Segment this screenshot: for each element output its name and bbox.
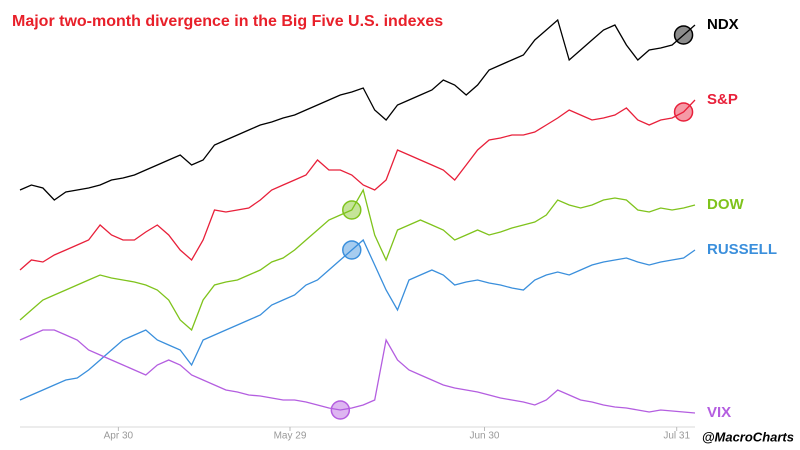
x-tick-label: Jul 31 bbox=[663, 431, 690, 442]
series-line bbox=[19, 238, 696, 401]
highlight-marker bbox=[330, 400, 351, 420]
legend-label: S&P bbox=[707, 91, 738, 108]
legend-label: DOW bbox=[707, 196, 745, 213]
x-tick-label: Jun 30 bbox=[469, 431, 499, 442]
x-tick-label: Apr 30 bbox=[104, 431, 134, 442]
series-line bbox=[19, 18, 696, 201]
series-line bbox=[19, 99, 696, 271]
legend-label: RUSSELL bbox=[707, 241, 777, 258]
chart-title: Major two-month divergence in the Big Fi… bbox=[12, 13, 443, 30]
highlight-marker bbox=[342, 240, 362, 260]
series-line bbox=[19, 188, 696, 332]
legend-label: VIX bbox=[707, 404, 731, 421]
credit: @MacroCharts bbox=[702, 429, 794, 444]
highlight-marker bbox=[342, 200, 362, 220]
legend-label: NDX bbox=[707, 16, 739, 33]
highlight-marker bbox=[673, 102, 694, 122]
highlight-marker bbox=[673, 25, 694, 45]
series-line bbox=[19, 329, 696, 414]
x-tick-label: May 29 bbox=[274, 431, 307, 442]
